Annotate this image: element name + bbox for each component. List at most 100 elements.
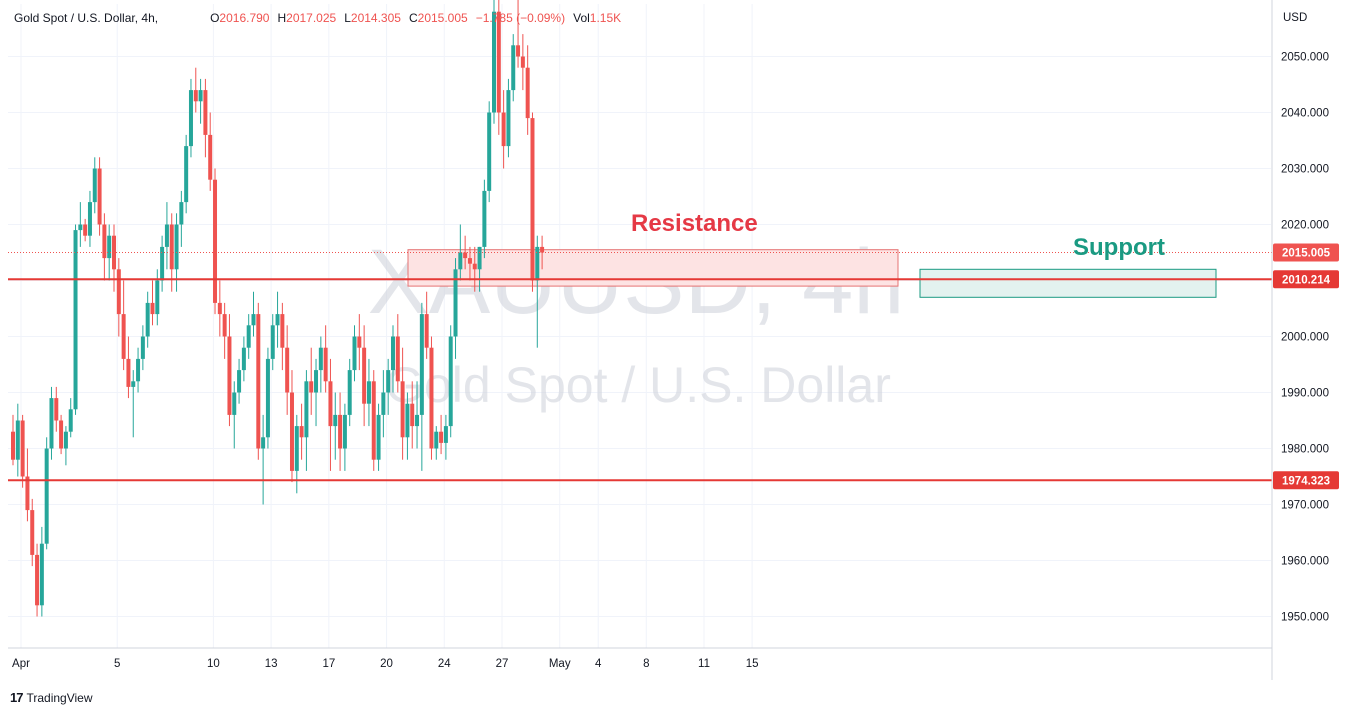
candle-body [338, 414, 343, 449]
candle-body [395, 336, 400, 382]
candle-body [256, 314, 261, 449]
candle-body [241, 347, 246, 371]
candle-body [333, 414, 338, 427]
x-tick-label: 27 [496, 658, 509, 670]
symbol-label[interactable]: Gold Spot / U.S. Dollar, 4h, [14, 11, 159, 25]
y-tick-label: 2030.000 [1281, 164, 1329, 176]
candle-body [342, 414, 347, 449]
candle-body [87, 202, 92, 236]
candle-body [482, 190, 487, 247]
grid-lines [8, 4, 1271, 648]
candle-body [73, 230, 78, 410]
candle-body [477, 246, 482, 270]
y-tick-label: 2000.000 [1281, 332, 1329, 344]
candle-body [251, 314, 256, 326]
x-tick-label: 17 [322, 658, 335, 670]
candle-body [366, 381, 371, 404]
candle-body [443, 426, 448, 443]
candle-body [213, 179, 218, 303]
candle-body [121, 314, 126, 359]
candle-body [265, 358, 270, 438]
watermark-name: Gold Spot / U.S. Dollar [385, 357, 891, 413]
candle-body [467, 258, 472, 264]
candle-body [116, 269, 121, 315]
candle-body [222, 314, 227, 337]
candle-body [400, 381, 405, 438]
x-tick-label: 5 [114, 658, 120, 670]
y-tick-label: 1960.000 [1281, 556, 1329, 568]
candle-body [299, 426, 304, 438]
candle-body [458, 252, 463, 270]
candle-body [496, 11, 501, 113]
ohlc-high-key: H [277, 11, 287, 25]
candle-body [188, 90, 193, 147]
x-tick-label: 11 [698, 658, 710, 670]
price-label-bg [1273, 270, 1339, 289]
candle-body [453, 269, 458, 337]
candle-body [140, 336, 145, 359]
candle-body [371, 381, 376, 460]
price-label: 2010.214 [1282, 274, 1331, 286]
candle-body [501, 112, 506, 147]
candle-body [386, 370, 391, 393]
horizontal-lines[interactable] [8, 251, 1272, 482]
candle-body [227, 336, 232, 415]
candle-body [164, 224, 169, 247]
candle-body [193, 90, 198, 102]
candle-body [39, 543, 44, 606]
candle-body [35, 554, 40, 606]
change-value: −1.785 (−0.09%) [475, 11, 566, 25]
candle-body [410, 403, 415, 427]
candle-body [63, 431, 68, 449]
candle-body [289, 392, 294, 471]
volume-value: 1.15K [589, 11, 622, 25]
y-tick-label: 1990.000 [1281, 388, 1329, 400]
candle-body [11, 431, 15, 460]
candle-body [405, 403, 410, 438]
ohlc-close-key: C [408, 11, 418, 25]
candle-body [424, 314, 429, 348]
candle-body [357, 336, 362, 348]
candle-body [59, 420, 64, 449]
candle-body [203, 90, 208, 135]
candle-body [136, 358, 141, 382]
candle-body [390, 336, 395, 371]
candle-body [184, 146, 189, 203]
candle-body [520, 56, 525, 68]
y-tick-label: 2020.000 [1281, 220, 1329, 232]
axes: 1950.000 1960.000 1970.000 1980.000 1990.000… [8, 0, 1339, 680]
candle-body [492, 11, 496, 113]
candle-body [20, 420, 25, 477]
resistance-label[interactable]: Resistance [631, 210, 758, 237]
candle-body [169, 224, 174, 270]
ohlc-open-key: O [210, 11, 220, 25]
price-label: 1974.323 [1282, 475, 1330, 487]
candle-body [275, 314, 280, 326]
x-tick-label: 13 [265, 658, 278, 670]
x-tick-label: 4 [595, 658, 602, 670]
support-label[interactable]: Support [1073, 234, 1165, 261]
candle-body [318, 347, 323, 371]
candle-body [246, 325, 251, 348]
candle-body [309, 381, 314, 393]
volume-key: Vol [573, 11, 590, 25]
candle-body [472, 263, 477, 270]
candle-body [294, 426, 299, 471]
y-tick-label: 2040.000 [1281, 108, 1329, 120]
candle-body [112, 235, 117, 270]
candle-body [107, 235, 112, 259]
tradingview-branding[interactable]: 17 TradingView [10, 690, 93, 705]
candle-body [131, 381, 136, 387]
candle-body [97, 168, 102, 225]
candle-body [30, 510, 35, 555]
candle-body [44, 448, 49, 544]
currency-label: USD [1283, 12, 1307, 24]
price-label: 2015.005 [1282, 247, 1331, 259]
candle-body [516, 45, 521, 57]
ohlc-low-key: L [344, 11, 351, 25]
x-tick-label: 8 [643, 658, 649, 670]
candle-body [78, 224, 83, 231]
candle-body [285, 347, 290, 393]
candle-body [49, 398, 54, 449]
